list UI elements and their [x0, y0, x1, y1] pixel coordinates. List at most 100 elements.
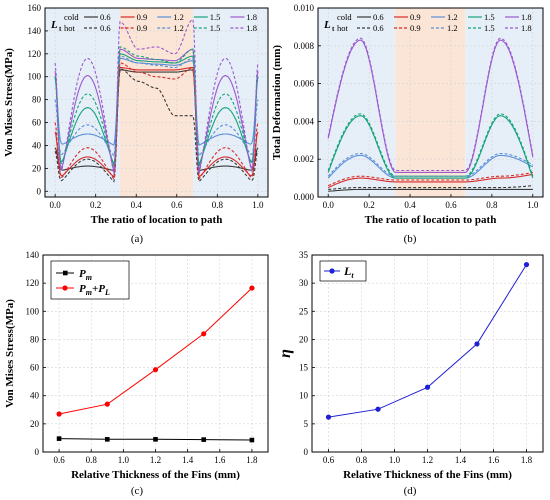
panel-a-x-tick-label: 0.2	[90, 200, 101, 210]
panel-c-data-point	[104, 437, 110, 442]
panel-d-x-tick-label: 1.2	[422, 455, 433, 465]
panel-d-data-point	[424, 384, 431, 390]
panel-c-data-point	[249, 285, 255, 291]
panel-d-eta-vs-thickness: 0 5 10 15 20 25 30 35 0.6 0.8 1.0 1.2 1.4 1.6 1.8 Rela…	[277, 250, 544, 497]
panel-d-y-tick-label: 0	[304, 447, 309, 457]
panel-b-tag: (b)	[404, 233, 417, 245]
panel-b-y-axis-label: Total Deformation (mm)	[271, 45, 283, 160]
panel-d-data-point	[375, 406, 381, 412]
panel-b-x-tick-label: 0.8	[486, 200, 498, 210]
panel-d-x-tick-label: 0.6	[323, 455, 335, 465]
panel-d-y-tick-label: 5	[304, 419, 309, 429]
panel-b-x-tick-label: 0.2	[364, 200, 375, 210]
panel-d-y-tick-label: 25	[299, 306, 309, 316]
panel-b-y-tick-label: 0.002	[294, 154, 314, 164]
panel-d-y-tick-label: 20	[299, 334, 309, 344]
panel-c-y-tick-label: 0	[35, 447, 40, 457]
panel-a-y-tick-label: 160	[28, 3, 42, 13]
panel-d-legend-label: Lt	[343, 264, 354, 280]
panel-b-series-cold-0-6	[328, 188, 533, 192]
legend-text-sub: t	[351, 271, 354, 280]
panel-b-series-hot-1-5	[327, 113, 534, 177]
panel-d-x-tick-label: 1.4	[455, 455, 467, 465]
panel-d-x-tick-label: 0.8	[356, 455, 368, 465]
panel-c-y-axis-label: Von Mises Stress(MPa)	[4, 299, 16, 408]
legend-label-cold: 1.5	[484, 12, 495, 22]
panel-d-data-point	[474, 341, 480, 347]
panel-b-x-tick-label: 1.0	[527, 200, 539, 210]
panel-c-y-tick-label: 140	[26, 250, 40, 260]
legend-symbol-subscript: t	[332, 25, 335, 33]
panel-c-x-tick-label: 1.8	[246, 455, 258, 465]
panel-d-y-tick-label: 10	[299, 391, 309, 401]
panel-a-y-axis-label: Von Mises Stress(MPa)	[3, 48, 15, 157]
panel-a-x-tick-label: 0.4	[131, 200, 143, 210]
legend-label-cold: 1.2	[447, 12, 458, 22]
legend-label-cold: 1.2	[173, 12, 184, 22]
legend-label-hot: 1.2	[447, 23, 458, 33]
panel-b-y-tick-label: 0.006	[294, 79, 315, 89]
panel-b-deformation-along-path: 0.000 0.002 0.004 0.006 0.008 0.010 0.0 0.2 0.4 0…	[271, 3, 544, 245]
legend-label-cold: 1.5	[210, 12, 221, 22]
panel-a-series-cold-1-2	[54, 57, 259, 146]
legend-text-main: L	[343, 264, 351, 278]
panel-a-x-tick-label: 0.6	[171, 200, 183, 210]
panel-c-y-tick-label: 60	[30, 363, 40, 373]
legend-label-cold: 0.6	[373, 12, 384, 22]
legend-symbol-subscript: t	[59, 25, 62, 33]
panel-c-data-point	[201, 331, 207, 337]
legend-label-cold: 0.6	[100, 12, 111, 22]
panel-c-legend-label: Pm+PL	[79, 283, 110, 297]
legend-text-sub: m	[86, 273, 92, 282]
panel-a-series-cold-0-9	[54, 67, 259, 178]
panel-d-x-axis-label: Relative Thickness of the Fins (mm)	[343, 469, 512, 481]
panel-b-x-tick-label: 0.6	[445, 200, 457, 210]
legend-label-cold: 0.9	[137, 12, 148, 22]
panel-b-series-hot-0-9	[327, 171, 533, 187]
panel-c-x-axis-label: Relative Thickness of the Fins (mm)	[71, 469, 240, 481]
panel-c-tag: (c)	[131, 485, 144, 497]
legend-label-hot: 0.6	[373, 23, 384, 33]
panel-a-y-tick-label: 0	[37, 186, 42, 196]
panel-c-data-point	[153, 437, 158, 442]
panel-c-x-tick-label: 0.6	[53, 455, 65, 465]
panel-a-series-cold-1-5	[54, 53, 259, 167]
legend-text-sub: m	[86, 288, 92, 297]
panel-b-series-hot-0-6	[328, 185, 533, 190]
legend-label-hot: 1.2	[173, 23, 184, 33]
legend-row-hot: hot	[64, 23, 76, 33]
legend-text-extra: +P	[92, 283, 105, 295]
legend-label-hot: 0.6	[100, 23, 111, 33]
panel-b-x-tick-label: 0.4	[404, 200, 416, 210]
panel-a-series-hot-0-6	[54, 68, 259, 183]
panel-a-y-tick-label: 120	[28, 49, 42, 59]
panel-d-legend: Lt	[319, 260, 367, 282]
panel-a-y-tick-label: 20	[32, 163, 42, 173]
legend-symbol: L	[323, 19, 331, 31]
legend-label-hot: 1.8	[246, 23, 257, 33]
legend-label-hot: 1.5	[210, 23, 221, 33]
panel-a-y-tick-label: 100	[28, 72, 42, 82]
legend-row-cold: cold	[64, 12, 79, 22]
panel-a-x-axis-label: The ratio of location to path	[91, 214, 223, 226]
panel-c-y-tick-label: 80	[30, 334, 40, 344]
legend-symbol: L	[50, 19, 58, 31]
panel-d-data-point	[523, 261, 530, 268]
panel-a-series-hot-1-5	[54, 46, 259, 167]
legend-label-hot: 0.9	[137, 23, 148, 33]
panel-d-y-tick-label: 15	[299, 363, 309, 373]
panel-a-tag: (a)	[131, 233, 144, 245]
panel-b-shaded-region	[465, 8, 543, 197]
panel-c-data-point	[104, 401, 110, 407]
panel-a-series-hot-0-9	[54, 62, 259, 181]
panel-a-y-tick-label: 40	[32, 140, 42, 150]
legend-row-cold: cold	[337, 12, 352, 22]
panel-a-series-cold-0-6	[54, 69, 259, 172]
panel-c-y-tick-label: 120	[26, 278, 40, 288]
legend-text-main: P	[79, 268, 86, 280]
panel-d-tag: (d)	[404, 485, 417, 497]
panel-b-series-cold-1-8	[327, 39, 534, 173]
